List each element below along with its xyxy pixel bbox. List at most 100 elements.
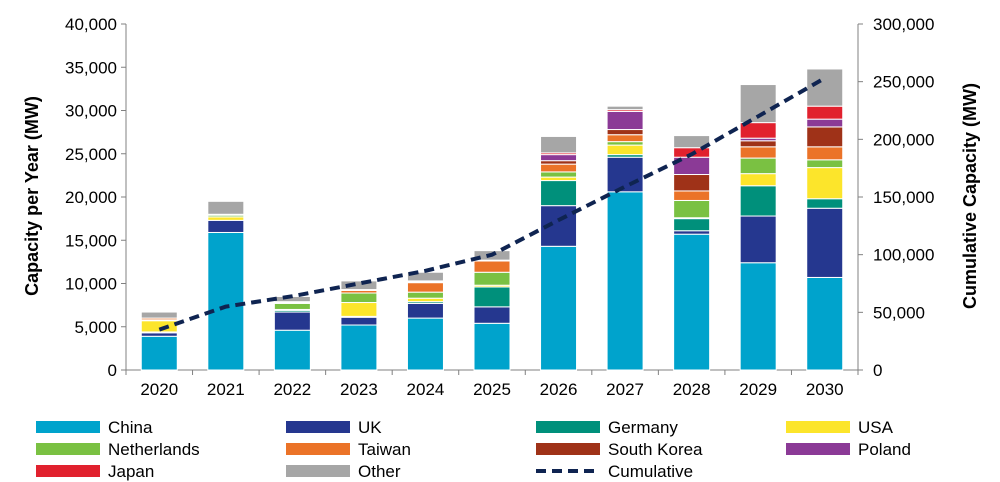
y2-tick-label: 50,000: [873, 303, 925, 322]
x-tick-label: 2023: [340, 380, 378, 399]
legend-label: UK: [358, 418, 382, 437]
y2-tick-label: 150,000: [873, 188, 934, 207]
bar-segment: [606, 105, 644, 111]
bar-segment: [140, 311, 178, 319]
bar-segment: [340, 316, 378, 326]
legend-label: South Korea: [608, 440, 703, 459]
bar-segment: [540, 135, 578, 154]
bar-segment: [540, 176, 578, 182]
y-tick-label: 20,000: [65, 188, 117, 207]
bar-segment: [806, 118, 844, 128]
y-tick-label: 0: [108, 361, 117, 380]
bar-segment: [540, 180, 578, 207]
legend-swatch: [536, 421, 600, 433]
bar-segment: [673, 230, 711, 235]
legend-label: Netherlands: [108, 440, 200, 459]
bar-segment: [806, 207, 844, 278]
bar-segment: [473, 286, 511, 308]
bar-segment: [739, 173, 777, 187]
bar-segment: [739, 185, 777, 217]
x-tick-label: 2024: [407, 380, 445, 399]
bar-segment: [207, 216, 245, 221]
cumulative-line: [158, 76, 826, 332]
bar-segment: [340, 324, 378, 371]
bar-segment: [540, 160, 578, 165]
y-axis-title: Capacity per Year (MW): [22, 96, 42, 296]
bar-segment: [673, 199, 711, 219]
bar-segment: [140, 335, 178, 371]
legend-swatch: [36, 443, 100, 455]
y-tick-label: 10,000: [65, 275, 117, 294]
bar-segment: [540, 245, 578, 371]
x-tick-label: 2022: [273, 380, 311, 399]
legend-swatch: [286, 443, 350, 455]
x-tick-label: 2026: [540, 380, 578, 399]
bar-segment: [340, 292, 378, 304]
legend-label: USA: [858, 418, 894, 437]
bar-segment: [806, 146, 844, 161]
legend-swatch: [786, 443, 850, 455]
bar-segment: [806, 159, 844, 169]
bar-segment: [207, 219, 245, 233]
bar-segment: [273, 329, 311, 371]
bar-segment: [806, 198, 844, 209]
y2-tick-label: 100,000: [873, 246, 934, 265]
bar-segment: [806, 167, 844, 200]
bar-segment: [739, 215, 777, 264]
bar-segment: [406, 302, 444, 319]
y-tick-label: 40,000: [65, 15, 117, 34]
bar-segment: [673, 233, 711, 371]
x-tick-label: 2030: [806, 380, 844, 399]
bar-segment: [473, 271, 511, 286]
bar-segment: [473, 260, 511, 273]
bar-segment: [739, 157, 777, 175]
bar-segment: [406, 291, 444, 299]
bar-segment: [540, 171, 578, 178]
y2-tick-label: 0: [873, 361, 882, 380]
bar-segment: [606, 110, 644, 131]
bar-segment: [606, 134, 644, 143]
bar-segment: [340, 280, 378, 291]
legend-label: Cumulative: [608, 462, 693, 481]
bar-segment: [207, 231, 245, 371]
bar-segment: [406, 297, 444, 303]
legend-label: Taiwan: [358, 440, 411, 459]
legend-swatch: [36, 465, 100, 477]
bar-segment: [207, 200, 245, 215]
bar-segment: [540, 163, 578, 173]
bar-segment: [606, 129, 644, 136]
legend: China UK Germany USA Netherlands Taiwan South …: [36, 418, 911, 481]
bar-segment: [473, 306, 511, 324]
y-tick-label: 30,000: [65, 102, 117, 121]
legend-swatch: [286, 465, 350, 477]
bar-segment: [273, 311, 311, 331]
legend-label: China: [108, 418, 153, 437]
bar-segment: [540, 154, 578, 162]
bar-segment: [606, 191, 644, 371]
bar-segment: [806, 68, 844, 107]
legend-swatch: [36, 421, 100, 433]
y-tick-label: 35,000: [65, 58, 117, 77]
bar-segment: [739, 262, 777, 371]
bar-segment: [806, 105, 844, 120]
x-tick-label: 2020: [140, 380, 178, 399]
bar-segment: [673, 135, 711, 149]
y2-tick-label: 300,000: [873, 15, 934, 34]
bar-segment: [140, 320, 178, 333]
y2-tick-label: 200,000: [873, 130, 934, 149]
bar-segment: [406, 282, 444, 293]
x-tick-label: 2029: [739, 380, 777, 399]
legend-label: Germany: [608, 418, 678, 437]
bar-segment: [606, 144, 644, 156]
y2-axis-title: Cumulative Capacity (MW): [960, 83, 980, 309]
x-tick-label: 2025: [473, 380, 511, 399]
legend-swatch: [286, 421, 350, 433]
legend-label: Poland: [858, 440, 911, 459]
bar-segment: [606, 156, 644, 193]
bar-segment: [473, 322, 511, 371]
y-tick-label: 5,000: [74, 318, 117, 337]
bar-segment: [806, 126, 844, 148]
bar-segment: [673, 218, 711, 232]
bar-segment: [673, 174, 711, 192]
y-tick-label: 25,000: [65, 145, 117, 164]
